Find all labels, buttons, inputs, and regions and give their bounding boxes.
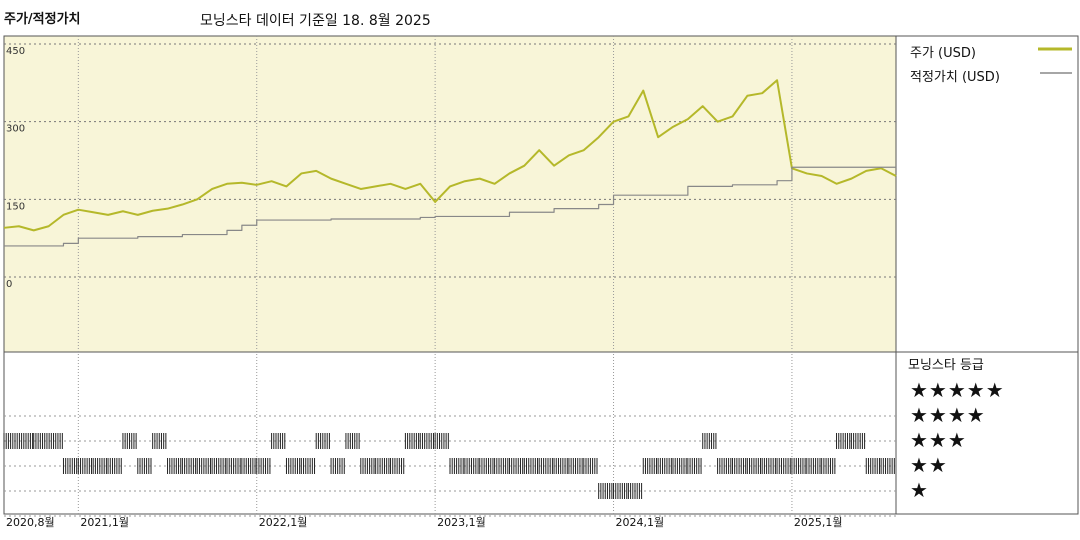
- rating-segment: [152, 433, 167, 449]
- rating-area: [3, 351, 897, 515]
- rating-segment: [806, 458, 821, 474]
- fair-value-series-line: [4, 166, 896, 247]
- x-tick-label: 2025,1월: [794, 516, 843, 529]
- rating-segment: [538, 458, 553, 474]
- plot-area: [3, 35, 897, 353]
- rating-segment: [181, 458, 197, 474]
- rating-segment: [33, 433, 63, 449]
- rating-segment: [211, 458, 226, 474]
- rating-segment: [390, 458, 405, 474]
- rating-segment: [553, 458, 568, 474]
- rating-segment: [672, 458, 687, 474]
- rating-segment: [702, 433, 717, 449]
- rating-segment: [850, 433, 866, 449]
- rating-segment: [62, 458, 78, 474]
- rating-segment: [300, 458, 316, 474]
- legend-panel: [895, 35, 1079, 515]
- rating-segment: [434, 433, 449, 449]
- rating-segment: [419, 433, 434, 449]
- y-tick-label: 0: [6, 279, 12, 290]
- rating-segment: [464, 458, 479, 474]
- rating-segment: [776, 458, 791, 474]
- rating-segment: [880, 458, 895, 474]
- rating-segment: [241, 458, 256, 474]
- chart-subtitle: 모닝스타 데이터 기준일 18. 8월 2025: [200, 13, 431, 29]
- y-tick-label: 450: [6, 46, 25, 57]
- price-series-line: [3, 79, 897, 232]
- rating-segment: [821, 458, 836, 474]
- rating-title: 모닝스타 등급: [908, 358, 984, 373]
- rating-segment: [92, 458, 107, 474]
- rating-segment: [627, 483, 643, 499]
- rating-segment: [226, 458, 241, 474]
- rating-segment: [404, 433, 420, 449]
- chart-title: 주가/적정가치: [4, 12, 81, 27]
- rating-label-1: ★: [910, 478, 929, 502]
- x-tick-label: 2023,1월: [437, 516, 486, 529]
- rating-segment: [523, 458, 539, 474]
- rating-segment: [865, 458, 880, 474]
- rating-segment: [583, 458, 598, 474]
- rating-segment: [568, 458, 583, 474]
- rating-segment: [761, 458, 776, 474]
- x-tick-label: 2021,1월: [80, 516, 129, 529]
- rating-segment: [315, 433, 330, 449]
- rating-segment: [791, 458, 806, 474]
- rating-segment: [122, 433, 137, 449]
- rating-segment: [717, 458, 732, 474]
- rating-segment: [598, 483, 613, 499]
- rating-segment: [449, 458, 464, 474]
- rating-segment: [687, 458, 702, 474]
- rating-label-2: ★★: [910, 453, 948, 477]
- rating-segment: [137, 458, 152, 474]
- rating-segment: [3, 433, 34, 449]
- rating-segment: [285, 458, 301, 474]
- y-tick-label: 150: [6, 201, 25, 212]
- x-tick-label: 2022,1월: [259, 516, 308, 529]
- rating-segment: [107, 458, 122, 474]
- rating-segment: [494, 458, 509, 474]
- rating-segment: [613, 483, 628, 499]
- rating-segment: [330, 458, 345, 474]
- rating-segment: [657, 458, 672, 474]
- rating-segment: [256, 458, 271, 474]
- rating-segment: [508, 458, 524, 474]
- rating-segment: [746, 458, 762, 474]
- rating-label-5: ★★★★★: [910, 378, 1005, 402]
- x-tick-label: 2024,1월: [616, 516, 665, 529]
- y-tick-label: 300: [6, 124, 25, 135]
- rating-segment: [836, 433, 851, 449]
- rating-segment: [77, 458, 93, 474]
- rating-segment: [196, 458, 211, 474]
- legend-fair-label: 적정가치 (USD): [910, 70, 1000, 85]
- rating-segment: [271, 433, 286, 449]
- legend-price-label: 주가 (USD): [910, 46, 976, 61]
- rating-segment: [731, 458, 747, 474]
- rating-segment: [642, 458, 657, 474]
- rating-label-4: ★★★★: [910, 403, 986, 427]
- rating-segment: [375, 458, 390, 474]
- rating-segment: [479, 458, 494, 474]
- rating-label-3: ★★★: [910, 428, 967, 452]
- x-tick-label: 2020,8월: [6, 516, 55, 529]
- rating-segment: [360, 458, 375, 474]
- rating-segment: [167, 458, 182, 474]
- rating-segment: [345, 433, 360, 449]
